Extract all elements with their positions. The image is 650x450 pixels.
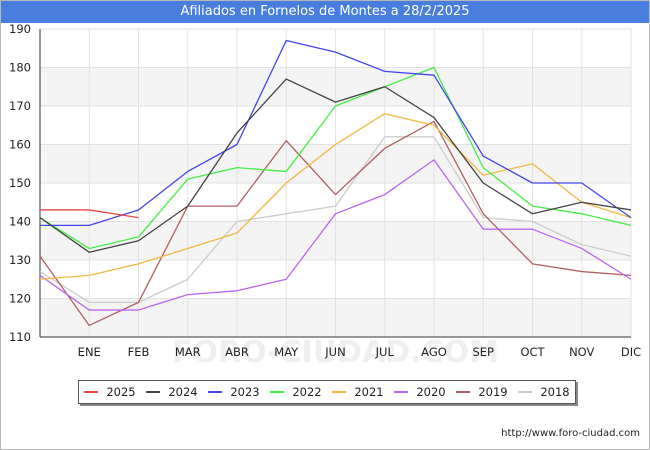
x-tick-label: SEP [472,345,494,359]
legend-label: 2024 [168,385,198,399]
series-line-2024 [39,78,632,253]
legend-swatch [518,391,533,393]
legend-item-2021: 2021 [332,385,384,399]
legend-label: 2022 [292,385,322,399]
y-tick-label: 120 [9,292,31,306]
source-link[interactable]: http://www.foro-ciudad.com [501,428,640,439]
x-tick-label: OCT [520,345,545,359]
series-line-2021 [39,113,632,280]
legend-swatch [146,391,161,393]
legend-swatch [84,391,99,393]
legend-swatch [394,391,409,393]
y-tick-label: 130 [9,253,31,267]
legend-swatch [332,391,347,393]
y-tick-label: 140 [9,215,31,229]
legend-label: 2018 [540,385,570,399]
legend-swatch [456,391,471,393]
x-tick-label: ENE [78,345,101,359]
legend-item-2019: 2019 [456,385,508,399]
y-tick-label: 190 [9,22,31,36]
legend-item-2022: 2022 [270,385,322,399]
x-tick-label: MAR [175,345,201,359]
x-tick-label: MAY [274,345,299,359]
series-line-2020 [39,159,632,311]
legend-label: 2020 [416,385,446,399]
legend-item-2020: 2020 [394,385,446,399]
chart-legend: 2025 2024 2023 2022 2021 2020 2019 2018 [78,380,576,404]
legend-label: 2023 [230,385,260,399]
legend-label: 2019 [478,385,508,399]
x-tick-label: JUN [324,345,345,359]
x-tick-label: ABR [225,345,249,359]
legend-item-2023: 2023 [208,385,260,399]
x-tick-label: AGO [421,345,447,359]
legend-item-2018: 2018 [518,385,570,399]
x-tick-label: DIC [621,345,641,359]
x-tick-label: FEB [128,345,150,359]
series-line-2023 [40,39,632,227]
y-tick-label: 180 [9,61,31,75]
y-tick-label: 150 [9,176,31,190]
legend-label: 2025 [106,385,136,399]
y-tick-label: 110 [9,330,31,344]
legend-swatch [270,391,285,393]
legend-label: 2021 [354,385,384,399]
x-tick-label: JUL [375,345,395,359]
y-tick-label: 170 [9,99,31,113]
y-tick-label: 160 [9,138,31,152]
series-line-2025 [40,209,139,219]
legend-swatch [208,391,223,393]
series-line-2022 [39,66,632,250]
x-tick-label: NOV [569,345,594,359]
watermark: FORO-CIUDAD.COM [172,335,499,370]
chart-title: Afiliados en Fornelos de Montes a 28/2/2… [1,1,649,23]
legend-item-2025: 2025 [84,385,136,399]
legend-item-2024: 2024 [146,385,198,399]
series-line-2019 [39,120,632,327]
